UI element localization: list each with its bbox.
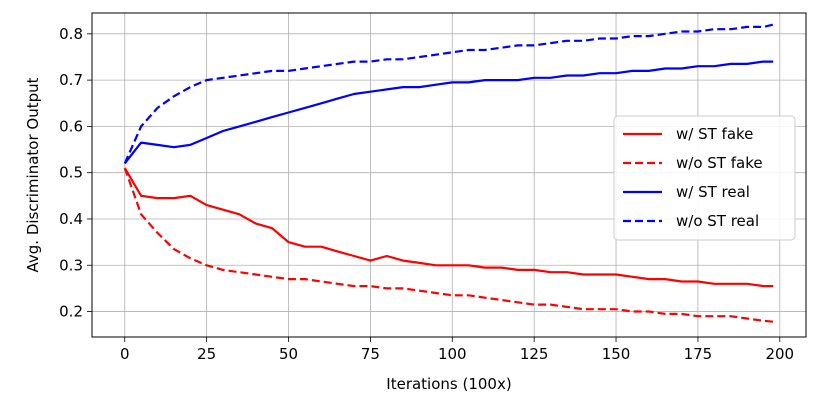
x-tick-label: 150: [602, 345, 631, 363]
x-tick-label: 200: [765, 345, 794, 363]
y-tick-label: 0.2: [59, 303, 83, 321]
legend-box: [613, 115, 796, 241]
legend-label-2: w/ ST real: [676, 183, 750, 201]
x-tick-label: 175: [684, 345, 713, 363]
x-tick-label: 25: [197, 345, 216, 363]
y-tick-label: 0.5: [59, 164, 83, 182]
legend-label-1: w/o ST fake: [676, 154, 763, 172]
y-tick-label: 0.7: [59, 71, 83, 89]
x-tick-label: 100: [438, 345, 467, 363]
legend-label-3: w/o ST real: [676, 212, 759, 230]
series-line-1: [123, 167, 774, 323]
y-tick-label: 0.8: [59, 25, 83, 43]
y-axis-title: Avg. Discriminator Output: [24, 77, 42, 272]
plot-frame: [91, 12, 807, 338]
y-tick-label: 0.4: [59, 210, 83, 228]
x-axis-title: Iterations (100x): [386, 375, 511, 393]
x-tick-label: 75: [361, 345, 380, 363]
y-tick-label: 0.6: [59, 117, 83, 135]
series-line-3: [123, 23, 774, 164]
x-tick-label: 0: [120, 345, 130, 363]
series-layer: [123, 23, 774, 323]
x-tick-label: 125: [520, 345, 549, 363]
series-line-2: [123, 60, 774, 165]
series-line-0: [123, 167, 774, 288]
x-tick-label: 50: [279, 345, 298, 363]
legend: w/ ST fake w/o ST fake w/ ST real w/o ST re…: [613, 115, 796, 241]
y-tick-label: 0.3: [59, 256, 83, 274]
legend-label-0: w/ ST fake: [676, 125, 753, 143]
ticks: 0 25 50 75 100 125 150 175 200 0.2 0.3 0.4 0.5 0.6 0.7…: [59, 25, 794, 363]
